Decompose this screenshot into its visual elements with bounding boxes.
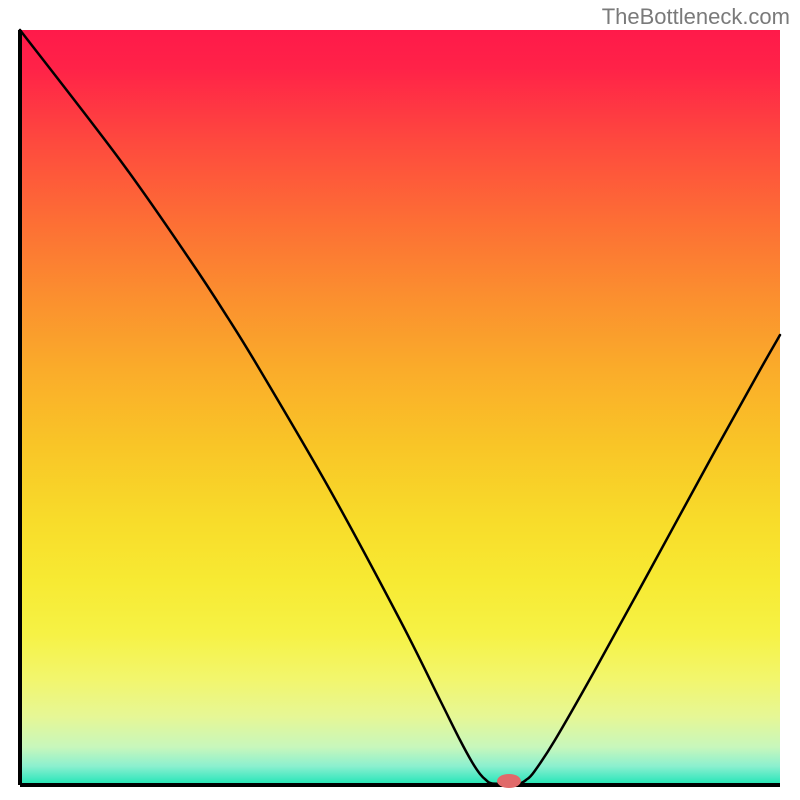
watermark-text: TheBottleneck.com — [602, 4, 790, 30]
plot-background — [20, 30, 780, 785]
chart-container: TheBottleneck.com — [0, 0, 800, 800]
optimal-marker — [497, 774, 521, 788]
bottleneck-chart — [0, 0, 800, 800]
